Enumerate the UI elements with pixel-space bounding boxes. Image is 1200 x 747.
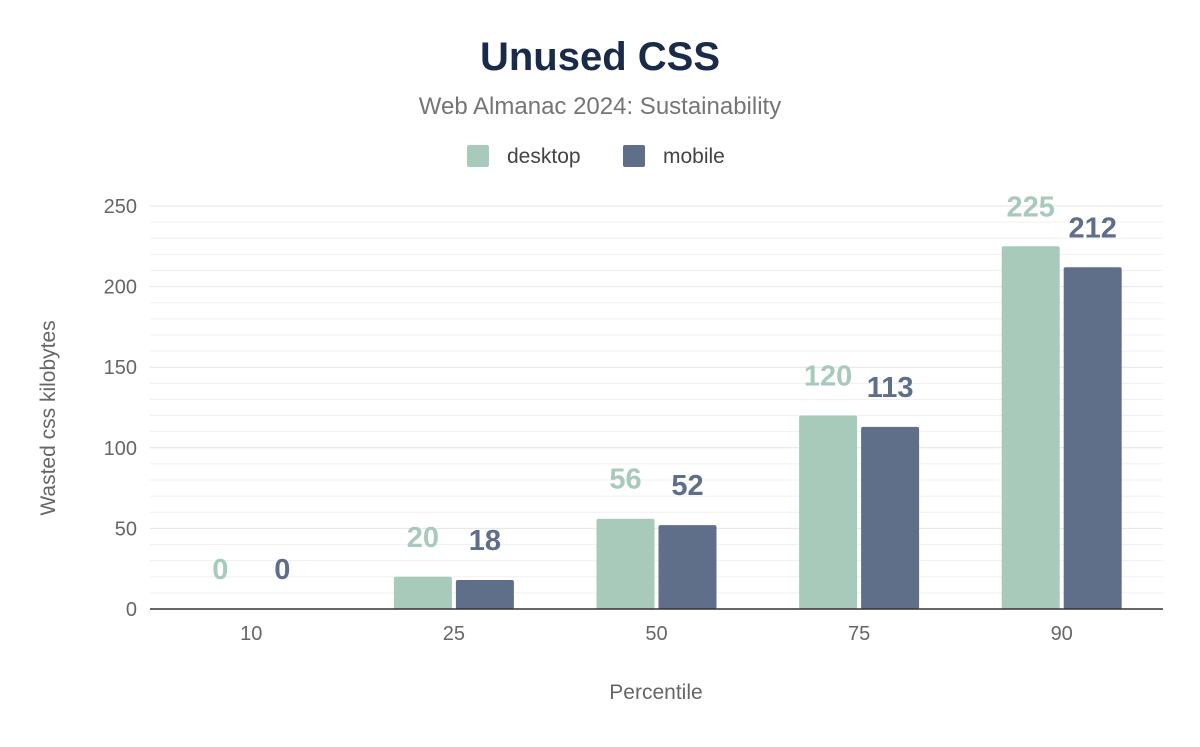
bar-mobile-75 (861, 426, 920, 609)
bar-desktop-50 (596, 518, 655, 609)
legend-label-mobile: mobile (663, 145, 725, 168)
data-labels: 0 0 20 18 56 52 120 113 225 212 (212, 191, 1117, 586)
y-axis: 0 50 100 150 200 250 (104, 196, 137, 621)
y-tick-label: 150 (104, 357, 137, 379)
data-label-mobile-90: 212 (1069, 212, 1117, 244)
chart-subtitle: Web Almanac 2024: Sustainability (419, 93, 781, 120)
bar-mobile-50 (658, 525, 717, 609)
x-axis-label: Percentile (609, 681, 702, 704)
bar-mobile-25 (455, 579, 514, 609)
gridlines (150, 205, 1163, 594)
bar-desktop-75 (799, 415, 858, 609)
data-label-desktop-75: 120 (804, 361, 852, 393)
bar-mobile-90 (1063, 267, 1122, 609)
x-tick-label: 10 (240, 623, 262, 645)
chart-title: Unused CSS (480, 35, 720, 79)
data-label-desktop-10: 0 (212, 554, 228, 586)
bars (393, 246, 1122, 610)
data-label-desktop-50: 56 (609, 464, 641, 496)
legend-swatch-desktop (467, 145, 489, 167)
y-tick-label: 250 (104, 196, 137, 218)
data-label-mobile-10: 0 (274, 554, 290, 586)
data-label-mobile-50: 52 (671, 470, 703, 502)
data-label-desktop-25: 20 (407, 522, 439, 554)
data-label-desktop-90: 225 (1007, 191, 1055, 223)
x-tick-label: 25 (443, 623, 465, 645)
legend-swatch-mobile (623, 145, 645, 167)
bar-desktop-90 (1001, 246, 1060, 610)
bar-desktop-25 (393, 576, 452, 609)
y-tick-label: 200 (104, 277, 137, 299)
data-label-mobile-25: 18 (469, 525, 501, 557)
legend-label-desktop: desktop (507, 145, 581, 168)
y-tick-label: 50 (115, 518, 137, 540)
legend: desktop mobile (467, 145, 725, 168)
y-tick-label: 100 (104, 438, 137, 460)
y-axis-label: Wasted css kilobytes (37, 320, 60, 515)
x-tick-label: 75 (848, 623, 870, 645)
data-label-mobile-75: 113 (867, 372, 914, 404)
x-tick-label: 50 (645, 623, 667, 645)
x-tick-label: 90 (1051, 623, 1073, 645)
y-tick-label: 0 (126, 599, 137, 621)
x-axis: 10 25 50 75 90 (240, 623, 1073, 645)
